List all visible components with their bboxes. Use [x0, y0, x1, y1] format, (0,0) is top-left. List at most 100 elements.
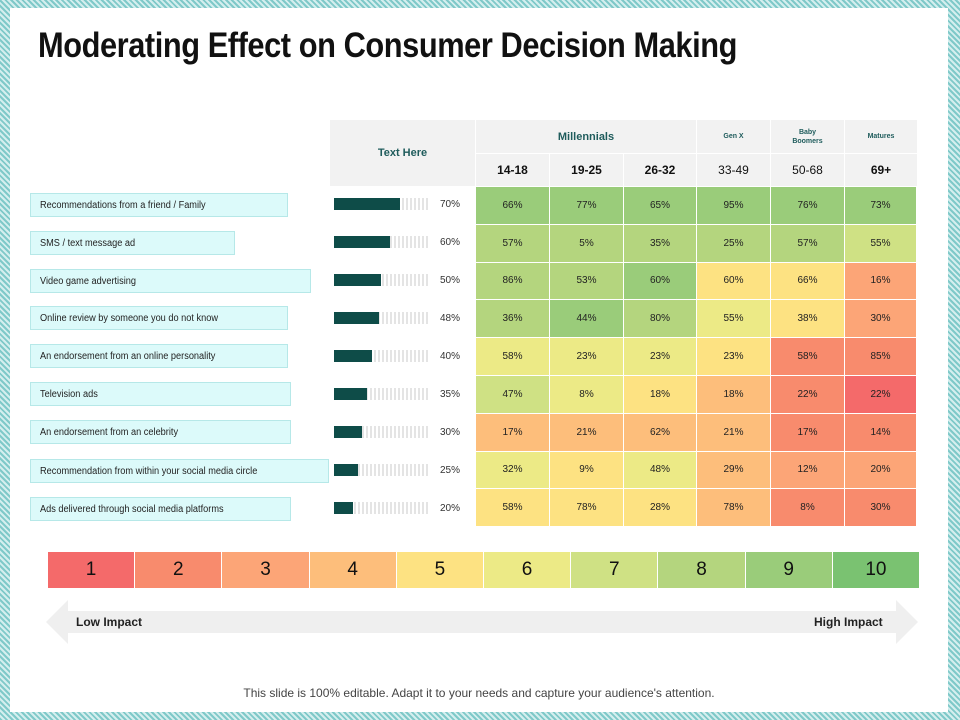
col-header-14-18: 14-18 [476, 154, 549, 186]
heatmap-cell: 14% [845, 413, 917, 452]
col-header-33-49: 33-49 [697, 154, 770, 186]
footer-note: This slide is 100% editable. Adapt it to… [243, 686, 715, 700]
heatmap-cell: 73% [845, 187, 917, 225]
double-arrow-icon [46, 600, 918, 644]
scale-cell-8: 8 [658, 552, 746, 588]
heatmap-cell: 38% [771, 300, 845, 339]
col-header-26-32: 26-32 [624, 154, 696, 186]
impact-arrow [46, 600, 918, 644]
heatmap-cell: 57% [476, 224, 550, 263]
heatmap-cell: 78% [697, 489, 771, 528]
slide: Moderating Effect on Consumer Decision M… [10, 8, 948, 712]
overall-pct-label: 40% [439, 351, 460, 362]
row-label-box: Ads delivered through social media platf… [30, 497, 291, 521]
heatmap-cell: 23% [550, 338, 624, 376]
heatmap-cell: 30% [845, 489, 917, 528]
scale-cell-10: 10 [832, 552, 920, 588]
heatmap-cell: 53% [550, 262, 624, 301]
scale-cell-4: 4 [309, 552, 397, 588]
heatmap-cell: 23% [624, 338, 697, 376]
row-label-box: Television ads [30, 382, 291, 406]
heatmap-cell: 16% [845, 262, 917, 301]
overall-pct-label: 50% [439, 275, 460, 286]
heatmap-cell: 28% [624, 489, 697, 528]
heatmap-cell: 22% [845, 376, 917, 414]
col-header-19-25: 19-25 [550, 154, 623, 186]
group-header-gen-x: Gen X [697, 120, 770, 153]
heatmap-cell: 62% [624, 413, 697, 452]
heatmap-cell: 17% [771, 413, 845, 452]
scale-cell-7: 7 [571, 552, 659, 588]
overall-pct-label: 30% [439, 427, 460, 438]
heatmap-cell: 36% [476, 300, 550, 339]
heatmap-cell: 21% [550, 413, 624, 452]
group-header-matures: Matures [845, 120, 917, 153]
overall-bar [334, 502, 353, 514]
heatmap-cell: 58% [476, 338, 550, 376]
heatmap-cell: 77% [550, 187, 624, 225]
heatmap-cell: 18% [624, 376, 697, 414]
row-label-box: An endorsement from an celebrity [30, 420, 291, 444]
row-label-box: Online review by someone you do not know [30, 306, 288, 330]
heatmap-cell: 22% [771, 376, 845, 414]
scale-cell-6: 6 [484, 552, 572, 588]
row-label-box: Recommendation from within your social m… [30, 459, 329, 483]
overall-bar [334, 426, 363, 438]
row-label: Video game advertising [40, 275, 136, 287]
row-label: Recommendations from a friend / Family [40, 199, 206, 211]
scale-cell-5: 5 [396, 552, 484, 588]
heatmap-cell: 78% [550, 489, 624, 528]
overall-pct-label: 25% [439, 465, 460, 476]
heatmap-cell: 5% [550, 224, 624, 263]
row-label: SMS / text message ad [40, 237, 136, 249]
heatmap-cell: 9% [550, 451, 624, 490]
heatmap-cell: 58% [476, 489, 550, 528]
row-label-box: Recommendations from a friend / Family [30, 193, 288, 217]
heatmap-cell: 95% [697, 187, 771, 225]
row-label: An endorsement from an online personalit… [40, 350, 216, 362]
row-label-box: Video game advertising [30, 269, 311, 293]
overall-bar [334, 198, 400, 210]
row-label: An endorsement from an celebrity [40, 426, 179, 438]
overall-bar [334, 464, 358, 476]
heatmap-cell: 76% [771, 187, 845, 225]
overall-bar-track [334, 502, 428, 514]
overall-pct-label: 48% [439, 313, 460, 324]
heatmap-cell: 25% [697, 224, 771, 263]
heatmap-cell: 35% [624, 224, 697, 263]
heatmap-cell: 21% [697, 413, 771, 452]
overall-bar-track [334, 274, 428, 286]
scale-cell-2: 2 [135, 552, 223, 588]
overall-pct-label: 20% [439, 503, 460, 514]
overall-bar [334, 312, 380, 324]
overall-bar [334, 388, 367, 400]
row-label: Online review by someone you do not know [40, 312, 218, 324]
high-impact-label: High Impact [814, 615, 883, 629]
overall-bar [334, 274, 381, 286]
scale-cell-1: 1 [48, 552, 136, 588]
group-header-millennials: Millennials [476, 120, 696, 153]
overall-bar-track [334, 236, 428, 248]
heatmap-cell: 8% [771, 489, 845, 528]
heatmap-cell: 44% [550, 300, 624, 339]
overall-bar-track [334, 312, 428, 324]
overall-bar-track [334, 426, 428, 438]
heatmap-cell: 48% [624, 451, 697, 490]
overall-bar-track [334, 350, 428, 362]
overall-bar [334, 236, 391, 248]
heatmap-cell: 60% [697, 262, 771, 301]
heatmap-cell: 32% [476, 451, 550, 490]
heatmap-cell: 66% [771, 262, 845, 301]
row-label-box: An endorsement from an online personalit… [30, 344, 288, 368]
row-label-box: SMS / text message ad [30, 231, 235, 255]
heatmap-cell: 12% [771, 451, 845, 490]
overall-bar-track [334, 198, 428, 210]
overall-pct-label: 70% [439, 199, 460, 210]
row-label: Recommendation from within your social m… [40, 465, 258, 477]
col-header-50-68: 50-68 [771, 154, 844, 186]
overall-bar-track [334, 388, 428, 400]
heatmap-cell: 23% [697, 338, 771, 376]
heatmap-cell: 47% [476, 376, 550, 414]
heatmap-cell: 86% [476, 262, 550, 301]
heatmap-cell: 60% [624, 262, 697, 301]
